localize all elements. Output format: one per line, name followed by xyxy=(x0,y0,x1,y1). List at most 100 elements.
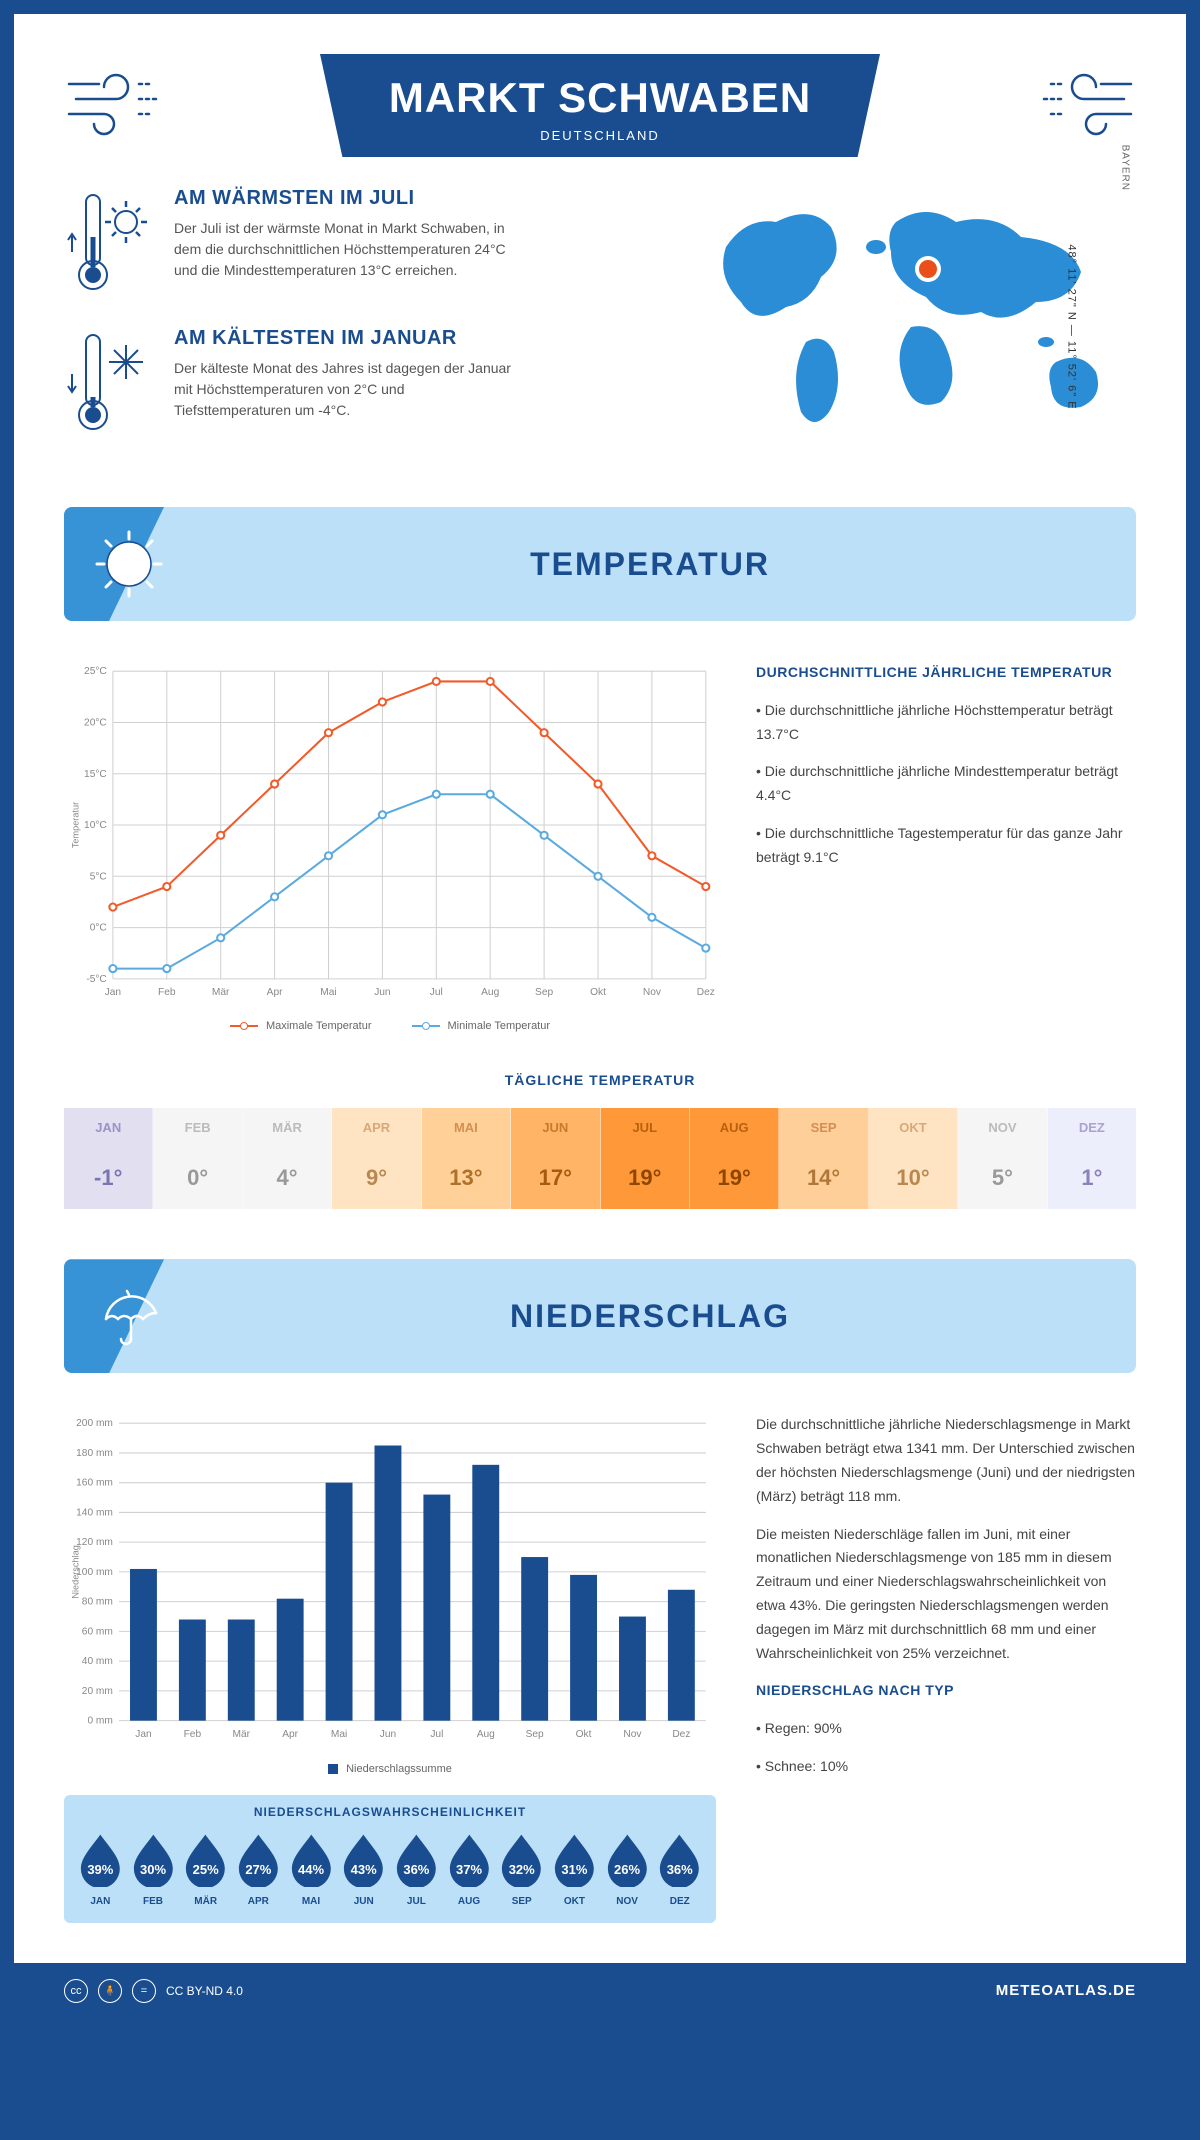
prob-cell: 25% MÄR xyxy=(181,1831,230,1907)
daily-month-label: APR xyxy=(332,1108,420,1147)
svg-text:Jun: Jun xyxy=(374,987,390,998)
precip-text-1: Die durchschnittliche jährliche Niedersc… xyxy=(756,1413,1136,1508)
prob-value: 25% xyxy=(181,1862,230,1877)
svg-text:Jan: Jan xyxy=(135,1729,151,1740)
drop-icon xyxy=(550,1831,599,1887)
page-title: MARKT SCHWABEN xyxy=(370,74,830,122)
daily-cell: APR 9° xyxy=(332,1108,421,1209)
prob-month-label: NOV xyxy=(603,1896,652,1907)
prob-month-label: JUL xyxy=(392,1896,441,1907)
daily-temp-title: TÄGLICHE TEMPERATUR xyxy=(64,1072,1136,1088)
drop-icon xyxy=(339,1831,388,1887)
daily-temp-value: 13° xyxy=(422,1147,510,1209)
prob-month-label: FEB xyxy=(129,1896,178,1907)
svg-text:0°C: 0°C xyxy=(90,923,107,934)
daily-temp-value: 4° xyxy=(243,1147,331,1209)
title-banner: MARKT SCHWABEN DEUTSCHLAND xyxy=(320,54,880,157)
precip-type-bullet: • Schnee: 10% xyxy=(756,1755,1136,1779)
svg-text:Mai: Mai xyxy=(320,987,336,998)
svg-text:180 mm: 180 mm xyxy=(76,1448,113,1459)
precip-chart-row: 0 mm20 mm40 mm60 mm80 mm100 mm120 mm140 … xyxy=(64,1413,1136,1922)
fact-warm-title: AM WÄRMSTEN IM JULI xyxy=(174,187,514,210)
drop-icon xyxy=(392,1831,441,1887)
daily-cell: JAN -1° xyxy=(64,1108,153,1209)
svg-text:160 mm: 160 mm xyxy=(76,1478,113,1489)
svg-text:Jun: Jun xyxy=(380,1729,396,1740)
svg-text:Temperatur: Temperatur xyxy=(70,802,80,848)
precip-probability-box: NIEDERSCHLAGSWAHRSCHEINLICHKEIT 39% JAN … xyxy=(64,1795,716,1923)
section-title-precip: NIEDERSCHLAG xyxy=(194,1298,1106,1335)
world-map-container: BAYERN 48° 11' 27" N — 11° 52' 6" E xyxy=(696,187,1136,467)
prob-month-label: JAN xyxy=(76,1896,125,1907)
svg-text:Sep: Sep xyxy=(535,987,553,998)
prob-cell: 43% JUN xyxy=(339,1831,388,1907)
svg-text:Aug: Aug xyxy=(477,1729,495,1740)
drop-icon xyxy=(287,1831,336,1887)
section-banner-temp: TEMPERATUR xyxy=(64,507,1136,621)
daily-temp-value: 17° xyxy=(511,1147,599,1209)
fact-warm: AM WÄRMSTEN IM JULI Der Juli ist der wär… xyxy=(64,187,666,297)
svg-text:5°C: 5°C xyxy=(90,871,107,882)
region-label: BAYERN xyxy=(1119,145,1130,191)
info-row: AM WÄRMSTEN IM JULI Der Juli ist der wär… xyxy=(64,187,1136,467)
daily-cell: JUN 17° xyxy=(511,1108,600,1209)
prob-month-label: MÄR xyxy=(181,1896,230,1907)
daily-month-label: OKT xyxy=(869,1108,957,1147)
section-title-temp: TEMPERATUR xyxy=(194,546,1106,583)
coordinates-label: 48° 11' 27" N — 11° 52' 6" E xyxy=(1065,244,1077,409)
drop-icon xyxy=(76,1831,125,1887)
daily-month-label: FEB xyxy=(153,1108,241,1147)
svg-text:10°C: 10°C xyxy=(84,820,107,831)
svg-text:Feb: Feb xyxy=(158,987,176,998)
temp-side-text: DURCHSCHNITTLICHE JÄHRLICHE TEMPERATUR •… xyxy=(756,661,1136,1032)
svg-text:0 mm: 0 mm xyxy=(87,1716,112,1727)
prob-value: 31% xyxy=(550,1862,599,1877)
svg-text:Nov: Nov xyxy=(623,1729,642,1740)
prob-value: 36% xyxy=(655,1862,704,1877)
daily-cell: AUG 19° xyxy=(690,1108,779,1209)
footer: cc 🧍 = CC BY-ND 4.0 METEOATLAS.DE xyxy=(14,1963,1186,2019)
daily-cell: MAI 13° xyxy=(422,1108,511,1209)
daily-month-label: MAI xyxy=(422,1108,510,1147)
temperature-line-chart: -5°C0°C5°C10°C15°C20°C25°CJanFebMärAprMa… xyxy=(64,661,716,1007)
precip-side-text: Die durchschnittliche jährliche Niedersc… xyxy=(756,1413,1136,1922)
svg-text:Jul: Jul xyxy=(430,1729,443,1740)
section-banner-precip: NIEDERSCHLAG xyxy=(64,1259,1136,1373)
daily-temp-value: 19° xyxy=(601,1147,689,1209)
prob-value: 44% xyxy=(287,1862,336,1877)
temp-bullet: • Die durchschnittliche Tagestemperatur … xyxy=(756,822,1136,870)
prob-cell: 31% OKT xyxy=(550,1831,599,1907)
svg-text:-5°C: -5°C xyxy=(86,974,106,985)
precipitation-bar-chart: 0 mm20 mm40 mm60 mm80 mm100 mm120 mm140 … xyxy=(64,1413,716,1749)
daily-temp-table: JAN -1°FEB 0°MÄR 4°APR 9°MAI 13°JUN 17°J… xyxy=(64,1108,1136,1209)
license-block: cc 🧍 = CC BY-ND 4.0 xyxy=(64,1979,243,2003)
drop-icon xyxy=(603,1831,652,1887)
svg-text:200 mm: 200 mm xyxy=(76,1419,113,1430)
fact-cold-title: AM KÄLTESTEN IM JANUAR xyxy=(174,327,514,350)
by-icon: 🧍 xyxy=(98,1979,122,2003)
svg-text:80 mm: 80 mm xyxy=(82,1597,113,1608)
daily-month-label: AUG xyxy=(690,1108,778,1147)
prob-month-label: SEP xyxy=(497,1896,546,1907)
daily-month-label: SEP xyxy=(779,1108,867,1147)
temp-bullet: • Die durchschnittliche jährliche Mindes… xyxy=(756,760,1136,808)
prob-value: 37% xyxy=(445,1862,494,1877)
daily-month-label: JUL xyxy=(601,1108,689,1147)
daily-temp-value: 9° xyxy=(332,1147,420,1209)
prob-month-label: APR xyxy=(234,1896,283,1907)
footer-brand: METEOATLAS.DE xyxy=(996,1982,1136,1999)
prob-month-label: MAI xyxy=(287,1896,336,1907)
svg-text:Mai: Mai xyxy=(331,1729,347,1740)
nd-icon: = xyxy=(132,1979,156,2003)
cc-icon: cc xyxy=(64,1979,88,2003)
drop-icon xyxy=(445,1831,494,1887)
prob-title: NIEDERSCHLAGSWAHRSCHEINLICHKEIT xyxy=(76,1805,704,1819)
temp-chart-row: -5°C0°C5°C10°C15°C20°C25°CJanFebMärAprMa… xyxy=(64,661,1136,1032)
daily-month-label: NOV xyxy=(958,1108,1046,1147)
svg-text:Feb: Feb xyxy=(184,1729,202,1740)
temp-legend: .legend-line[style*='f15a29']::after{bor… xyxy=(64,1020,716,1032)
svg-text:Dez: Dez xyxy=(697,987,715,998)
daily-temp-value: -1° xyxy=(64,1147,152,1209)
svg-text:Jul: Jul xyxy=(430,987,443,998)
drop-icon xyxy=(497,1831,546,1887)
